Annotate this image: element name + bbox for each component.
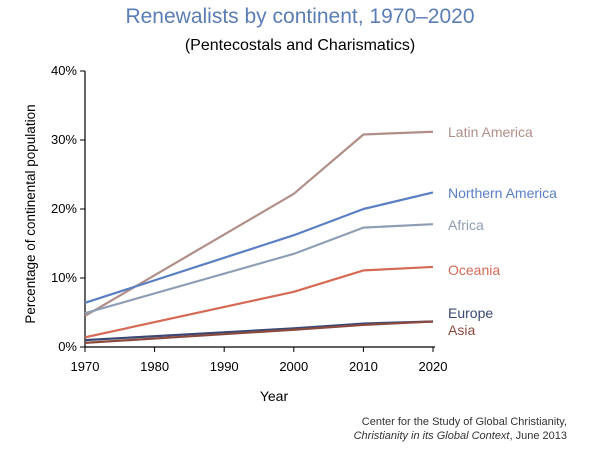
chart-subtitle: (Pentecostals and Charismatics) [184,37,416,54]
x-tick-label: 2020 [419,359,448,374]
y-tick-label: 40% [51,63,77,78]
x-tick-label: 1990 [210,359,239,374]
series-labels: Latin America Northern America Africa Ocean… [448,124,557,338]
series-label: Northern America [448,185,557,201]
y-axis-label: Percentage of continental population [23,104,38,323]
x-axis-label: Year [260,388,289,404]
series-line-oceania [84,265,434,339]
series-line-northern-america [84,191,434,304]
source-date: , June 2013 [509,430,568,442]
x-tick-label: 2010 [349,359,378,374]
y-tick-label: 20% [51,201,77,216]
y-tick-label: 0% [58,339,77,354]
source-line-2: Christianity in its Global Context, June… [354,429,567,443]
x-tick-label: 1970 [71,359,100,374]
y-tick-label: 30% [51,132,77,147]
source-line-1: Center for the Study of Global Christian… [361,416,567,428]
y-tick-label: 10% [51,270,77,285]
x-tick-label: 2000 [279,359,308,374]
series-line-africa [84,223,434,315]
series-label: Europe [448,305,493,321]
chart-title: Renewalists by continent, 1970–2020 [125,5,475,28]
series-label: Oceania [448,262,500,278]
series-label: Latin America [448,124,533,140]
source-note: Center for the Study of Global Christian… [354,415,567,443]
series-label: Asia [448,322,475,338]
source-book-title: Christianity in its Global Context [353,430,510,442]
series-line-asia [84,320,434,344]
series-line-latin-america [84,130,434,317]
x-tick-label: 1980 [140,359,169,374]
series-label: Africa [448,217,484,233]
chart-lines [84,130,434,344]
chart-axes: 0% 10% 20% 30% 40% 1970 1980 1990 2000 2010 2020 Ye… [23,63,447,404]
